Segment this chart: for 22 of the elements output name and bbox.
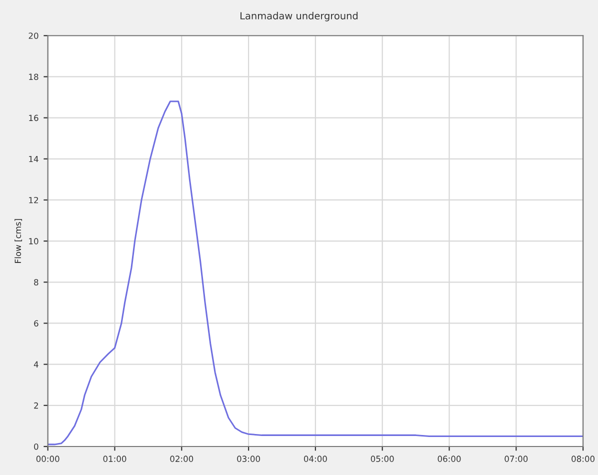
y-tick-label: 20 (28, 32, 38, 39)
x-tick-label: 05:00 (370, 456, 394, 462)
y-tick-label: 4 (34, 361, 38, 368)
chart-title: Lanmadaw underground (240, 12, 358, 22)
y-tick-label: 16 (29, 114, 38, 122)
y-tick-label: 6 (34, 320, 38, 327)
x-tick-label: 06:00 (438, 456, 461, 462)
y-axis-title: Flow [cms] (14, 219, 22, 263)
y-tick-label: 10 (29, 238, 38, 244)
x-tick-label: 04:00 (304, 456, 327, 462)
x-tick-label: 00:00 (36, 456, 60, 462)
x-tick-label: 03:00 (237, 456, 260, 462)
y-tick-label: 18 (29, 74, 38, 80)
y-tick-label: 14 (29, 156, 38, 162)
y-tick-label: 2 (34, 402, 38, 409)
x-tick-label: 07:00 (504, 456, 528, 462)
y-tick-label: 12 (29, 196, 38, 204)
x-tick-label: 08:00 (572, 456, 595, 462)
x-tick-label: 01:00 (103, 456, 126, 462)
x-tick-label: 02:00 (170, 456, 194, 462)
y-tick-label: 0 (34, 443, 38, 450)
y-tick-label: 8 (34, 279, 38, 286)
